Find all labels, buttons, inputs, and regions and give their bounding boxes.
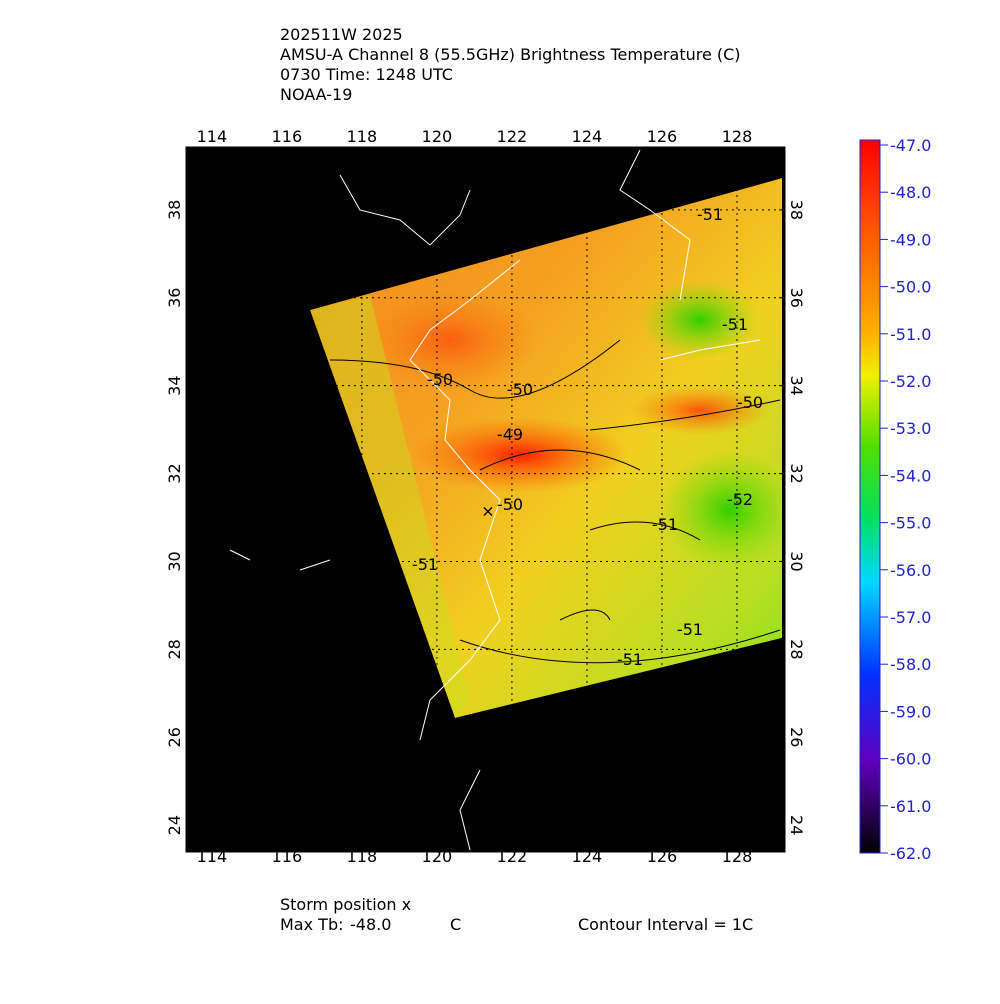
lat-label-right: 34 <box>787 375 806 395</box>
colorbar-label: -49.0 <box>890 230 931 249</box>
colorbar-label: -47.0 <box>890 136 931 155</box>
colorbar-label: -61.0 <box>890 797 931 816</box>
lat-label-left: 24 <box>165 815 184 835</box>
lon-label-top: 116 <box>272 127 303 146</box>
lat-label-right: 30 <box>787 551 806 571</box>
contour-label: -51 <box>697 205 723 224</box>
lat-label-right: 28 <box>787 639 806 659</box>
lon-label-top: 118 <box>347 127 378 146</box>
colorbar-label: -56.0 <box>890 561 931 580</box>
lon-label-bottom: 126 <box>647 847 678 866</box>
lon-label-bottom: 124 <box>572 847 603 866</box>
lon-label-top: 124 <box>572 127 603 146</box>
contour-label: -49 <box>497 425 523 444</box>
colorbar-label: -51.0 <box>890 325 931 344</box>
colorbar-label: -62.0 <box>890 844 931 863</box>
lat-label-left: 38 <box>165 200 184 220</box>
lon-label-bottom: 122 <box>497 847 528 866</box>
lat-label-left: 36 <box>165 288 184 308</box>
lat-label-right: 26 <box>787 727 806 747</box>
title-line: AMSU-A Channel 8 (55.5GHz) Brightness Te… <box>280 45 741 64</box>
lat-label-left: 28 <box>165 639 184 659</box>
max-tb: -48.0 <box>350 915 391 934</box>
lat-label-left: 30 <box>165 551 184 571</box>
colorbar-label: -53.0 <box>890 419 931 438</box>
lon-label-top: 122 <box>497 127 528 146</box>
lat-label-right: 38 <box>787 200 806 220</box>
contour-label: -50 <box>427 370 453 389</box>
contour-label: -50 <box>507 380 533 399</box>
contour-label: -50 <box>737 393 763 412</box>
max-tb-unit: C <box>450 915 461 934</box>
colorbar-label: -60.0 <box>890 750 931 769</box>
lat-label-left: 32 <box>165 463 184 483</box>
coastline <box>229 149 761 851</box>
lon-label-bottom: 120 <box>422 847 453 866</box>
colorbar-label: -48.0 <box>890 183 931 202</box>
contour-label: -51 <box>677 620 703 639</box>
map-frame <box>185 146 786 853</box>
max-tb-label: Max Tb: <box>280 915 343 934</box>
storm-note: Storm position x <box>280 895 411 914</box>
lon-label-bottom: 128 <box>722 847 753 866</box>
colorbar-label: -55.0 <box>890 514 931 533</box>
lon-label-top: 126 <box>647 127 678 146</box>
title-line: NOAA-19 <box>280 85 352 104</box>
title-line: 202511W 2025 <box>280 25 403 44</box>
lon-label-bottom: 118 <box>347 847 378 866</box>
colorbar <box>859 139 881 854</box>
colorbar-label: -54.0 <box>890 466 931 485</box>
colorbar-label: -52.0 <box>890 372 931 391</box>
contour-label: -51 <box>412 555 438 574</box>
lon-label-top: 120 <box>422 127 453 146</box>
lon-label-top: 128 <box>722 127 753 146</box>
swath <box>310 178 782 718</box>
lon-label-bottom: 114 <box>197 847 228 866</box>
colorbar-label: -59.0 <box>890 702 931 721</box>
colorbar-label: -57.0 <box>890 608 931 627</box>
contour-label: -51 <box>722 315 748 334</box>
contour-label: -52 <box>727 490 753 509</box>
contour-label: -51 <box>617 650 643 669</box>
contour-interval: Contour Interval = 1C <box>578 915 753 934</box>
lat-label-left: 34 <box>165 375 184 395</box>
lat-label-right: 36 <box>787 288 806 308</box>
colorbar-label: -58.0 <box>890 655 931 674</box>
title-line: 0730 Time: 1248 UTC <box>280 65 453 84</box>
lon-label-top: 114 <box>197 127 228 146</box>
contour-label: -50 <box>497 495 523 514</box>
lon-label-bottom: 116 <box>272 847 303 866</box>
lat-label-right: 24 <box>787 815 806 835</box>
lat-label-left: 26 <box>165 727 184 747</box>
storm-marker: × <box>481 502 494 521</box>
contour-label: -51 <box>652 515 678 534</box>
colorbar-label: -50.0 <box>890 278 931 297</box>
lat-label-right: 32 <box>787 463 806 483</box>
